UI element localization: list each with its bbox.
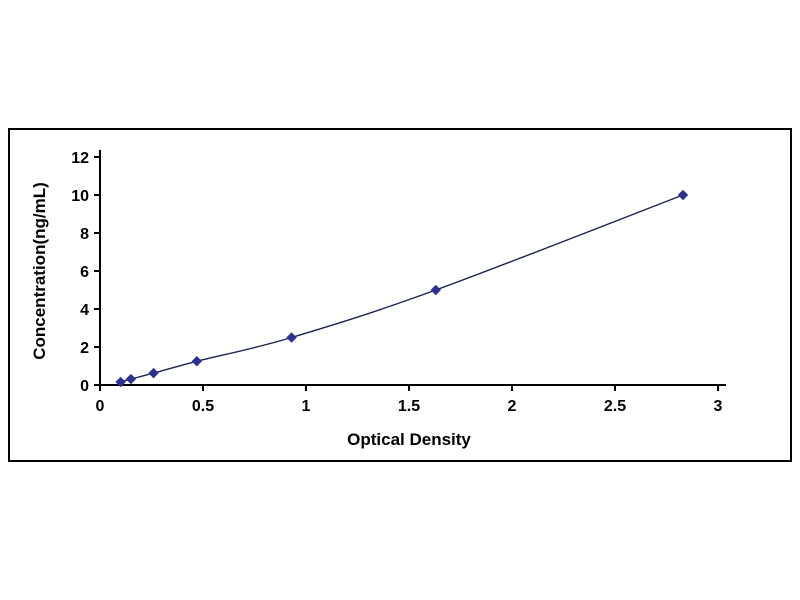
y-tick-label: 0 xyxy=(80,378,89,395)
y-tick-label: 12 xyxy=(71,150,89,167)
data-point-marker xyxy=(191,356,203,367)
x-axis-title: Optical Density xyxy=(347,430,471,449)
y-tick-label: 8 xyxy=(80,226,89,243)
x-tick-label: 2.5 xyxy=(604,398,626,415)
curve-line xyxy=(120,194,684,383)
y-tick-label: 2 xyxy=(80,340,89,357)
chart-frame: 0 2 4 6 8 10 12 0 0.5 1 1.5 2 2.5 3 Concentration(ng/… xyxy=(8,128,792,462)
data-point-marker xyxy=(286,332,297,343)
x-tick-label: 1.5 xyxy=(398,398,420,415)
data-point-marker xyxy=(148,367,159,379)
data-point-marker xyxy=(677,189,689,201)
y-tick-label: 10 xyxy=(71,188,89,205)
standard-curve-chart: 0 2 4 6 8 10 12 0 0.5 1 1.5 2 2.5 3 xyxy=(71,150,726,415)
data-point-marker xyxy=(125,373,137,385)
data-point-marker xyxy=(430,284,441,296)
x-tick-label: 3 xyxy=(714,398,723,415)
x-tick-label: 0.5 xyxy=(192,398,214,415)
y-tick-label: 6 xyxy=(80,264,89,281)
x-tick-label: 1 xyxy=(302,398,311,415)
y-axis-title: Concentration(ng/mL) xyxy=(30,182,49,360)
data-point-marker xyxy=(115,376,126,388)
y-tick-label: 4 xyxy=(80,302,89,319)
x-tick-label: 2 xyxy=(508,398,517,415)
x-tick-label: 0 xyxy=(96,398,105,415)
